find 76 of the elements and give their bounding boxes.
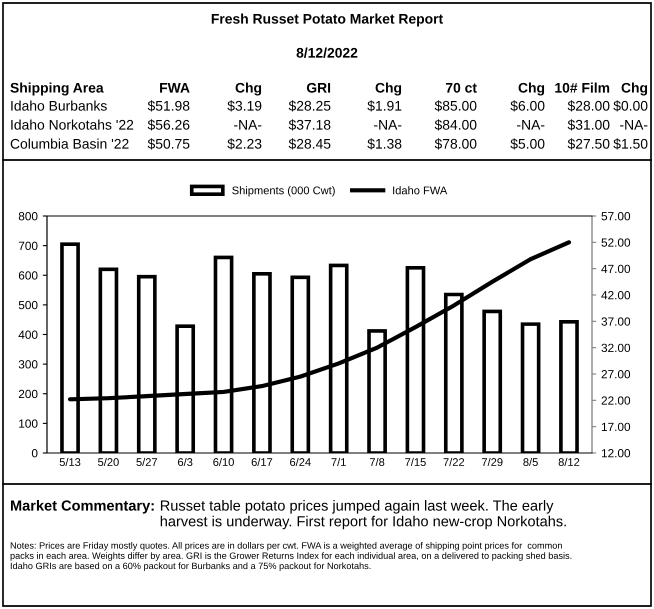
text: $37.18 [288, 119, 330, 131]
text: $5.00 [510, 138, 544, 150]
text: $28.25 [288, 100, 330, 112]
text: $85.00 [434, 100, 476, 112]
y2-tick-label: 37.00 [601, 317, 630, 326]
x-tick-label: 5/13 [60, 458, 80, 466]
text: GRI [306, 82, 330, 93]
text: Chg [236, 82, 262, 96]
text: $31.00 [568, 119, 610, 131]
y2-tick-label: 57.00 [602, 212, 630, 220]
y-tick-label: 700 [18, 242, 38, 250]
text: 10# Film [555, 82, 610, 93]
x-tick-label: 7/15 [405, 458, 426, 466]
x-tick-label: 6/10 [213, 458, 234, 466]
y2-tick-label: 32.00 [601, 344, 630, 352]
x-tick-label: 7/22 [444, 458, 464, 466]
text: Chg [518, 82, 544, 96]
text: -NA- [620, 120, 648, 130]
text: Notes: Prices are Friday mostly quotes. All prices are in dollars per cwt. FWA is a weighted average of shipping point prices for common packs in each area. Weights differ by area. GRI is the Grower Returns Index for each individual area, on a delivered to packing shed basis. Idaho GRIs are based on a 60% packout for Burbanks and a 75% packout for Norkotahs. [10, 542, 572, 571]
text: FWA [160, 83, 190, 93]
text: $2.23 [227, 138, 262, 150]
text: -NA- [517, 120, 544, 130]
text: $1.50 [613, 138, 648, 150]
text: $78.00 [434, 138, 476, 150]
y-tick-label: 800 [18, 212, 38, 220]
text: Chg [376, 82, 402, 96]
y-tick-label: 400 [18, 330, 38, 339]
text: Idaho Burbanks [11, 100, 107, 111]
x-tick-label: 7/8 [370, 458, 384, 466]
text: $1.91 [367, 100, 402, 112]
x-tick-label: 8/12 [558, 458, 580, 466]
y2-tick-label: 47.00 [601, 264, 630, 274]
text: $6.00 [510, 100, 544, 112]
y-tick-label: 600 [18, 271, 38, 280]
y-tick-label: 200 [18, 390, 38, 398]
chart-title: Fresh Russet Potato Market Report [212, 14, 443, 26]
y2-tick-label: 22.00 [602, 396, 630, 405]
text: Shipping Area [10, 82, 104, 96]
text: $3.19 [227, 100, 262, 112]
text: $0.00 [613, 100, 648, 112]
text: $1.38 [367, 138, 402, 150]
legend-label: Idaho FWA [393, 186, 448, 194]
text: $84.00 [434, 119, 476, 131]
y2-tick-label: 27.00 [602, 370, 630, 378]
text: Columbia Basin '22 [10, 138, 129, 149]
y2-tick-label: 52.00 [602, 238, 630, 247]
y2-tick-label: 42.00 [601, 291, 630, 300]
text: 70 ct [446, 82, 477, 93]
x-tick-label: 8/5 [523, 458, 538, 466]
text: $28.45 [288, 138, 330, 150]
chart-subtitle: 8/12/2022 [296, 48, 358, 58]
x-tick-label: 6/17 [252, 458, 272, 466]
text: $27.50 [568, 138, 610, 150]
y2-tick-label: 17.00 [602, 422, 630, 432]
y-tick-label: 300 [18, 360, 38, 369]
y-tick-label: 100 [19, 419, 38, 428]
y-tick-label: 500 [18, 300, 38, 310]
text: Chg [622, 82, 648, 96]
x-tick-label: 6/3 [178, 458, 192, 466]
legend-label: Shipments (000 Cwt) [232, 186, 335, 197]
x-tick-label: 6/24 [290, 458, 311, 466]
text: $50.75 [148, 138, 190, 150]
y2-tick-label: 12.00 [602, 449, 630, 458]
text: Russet table potato prices jumped again last week. The early harvest is underway. First report for Idaho new-crop Norkotahs. [160, 500, 566, 530]
x-tick-label: 7/29 [482, 458, 502, 466]
y-tick-label: 0 [32, 449, 38, 458]
text: $56.26 [148, 119, 190, 131]
x-tick-label: 5/20 [98, 458, 119, 466]
text: $51.98 [148, 100, 190, 112]
x-tick-label: 5/27 [136, 458, 158, 466]
x-tick-label: 7/1 [332, 458, 346, 466]
text: $28.00 [568, 100, 610, 112]
text: Market Commentary: [10, 500, 154, 514]
text: -NA- [234, 120, 262, 130]
text: -NA- [374, 120, 402, 130]
text: Idaho Norkotahs '22 [11, 120, 134, 130]
